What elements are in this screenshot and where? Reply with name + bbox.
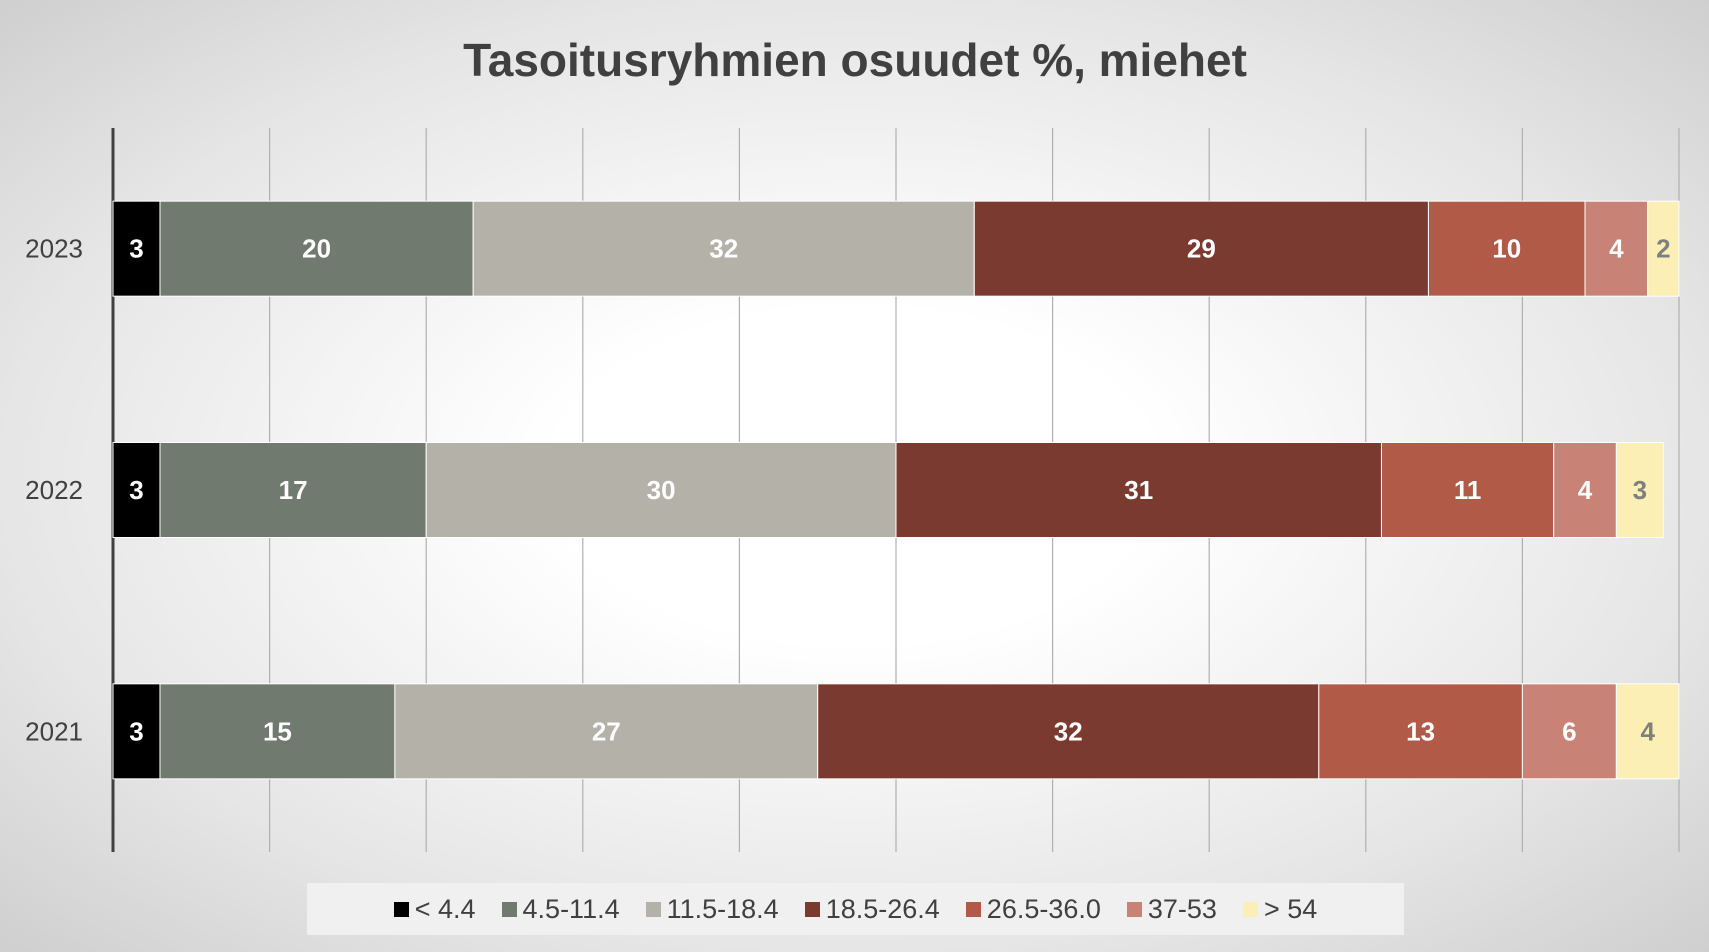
legend-label: 37-53 [1147,893,1217,924]
data-label: 32 [709,234,738,264]
legend-swatch [804,901,820,917]
bar-segment [817,683,1320,780]
bar-segment [425,442,897,538]
legend-item: 11.5-18.4 [645,893,779,925]
legend-item: 26.5-36.0 [965,893,1101,925]
data-label: 4 [1609,234,1624,264]
data-label: 3 [1633,475,1647,505]
bar-segment [1318,683,1523,780]
bar-segment [973,200,1429,297]
legend-item: 37-53 [1126,893,1217,925]
bar-segment [895,442,1382,538]
data-label: 3 [129,475,143,505]
bar-segment [394,683,819,780]
legend-label: 26.5-36.0 [986,893,1101,924]
legend-item: 18.5-26.4 [804,893,940,925]
legend: < 4.4 4.5-11.4 11.5-18.4 18.5-26.4 26.5-36.0… [307,883,1404,935]
data-label: 32 [1054,716,1083,746]
bar-segment [1427,200,1586,297]
data-label: 29 [1187,234,1216,264]
data-label: 27 [592,716,621,746]
data-label: 15 [263,716,292,746]
bar-segment [1380,442,1555,538]
bar-segment [1615,442,1664,538]
bar-segment [159,442,427,538]
y-tick-label: 2021 [25,716,83,746]
data-label: 30 [647,475,676,505]
legend-item: > 54 [1242,893,1318,925]
chart-title: Tasoitusryhmien osuudet %, miehet [463,34,1247,86]
y-tick-label: 2023 [25,234,83,264]
bar-segment [472,200,975,297]
legend-label: > 54 [1263,893,1318,924]
legend-swatch [1126,901,1142,917]
data-label: 4 [1578,475,1593,505]
data-label: 13 [1406,716,1435,746]
chart: Tasoitusryhmien osuudet %, miehet 2023 3 2… [25,34,1680,852]
legend-item: < 4.4 [393,893,476,925]
data-label: 31 [1124,475,1153,505]
bar-segment [159,683,396,780]
data-label: 20 [302,234,331,264]
data-label: 17 [279,475,308,505]
data-label: 11 [1454,475,1482,505]
bar-segment [1584,200,1649,297]
data-label: 10 [1492,234,1521,264]
legend-swatch [501,901,517,917]
data-label: 3 [129,234,143,264]
bar-segment [112,683,161,780]
legend-label: 4.5-11.4 [522,893,620,924]
legend-swatch [1242,901,1258,917]
data-label: 2 [1656,234,1670,264]
bar-segment [112,200,161,297]
bar-segment [1647,200,1680,297]
legend-label: < 4.4 [414,893,476,924]
y-tick-label: 2022 [25,475,83,505]
legend-swatch [965,901,981,917]
bar-segment [159,200,474,297]
bar-segment [1521,683,1617,780]
data-label: 4 [1640,716,1655,746]
bar-segment [1615,683,1680,780]
legend-label: 18.5-26.4 [825,893,940,924]
legend-label: 11.5-18.4 [666,893,779,924]
data-label: 6 [1562,716,1576,746]
legend-swatch [393,901,409,917]
data-label: 3 [129,716,143,746]
legend-item: 4.5-11.4 [501,893,620,925]
legend-swatch [645,901,661,917]
bar-segment [1553,442,1617,538]
